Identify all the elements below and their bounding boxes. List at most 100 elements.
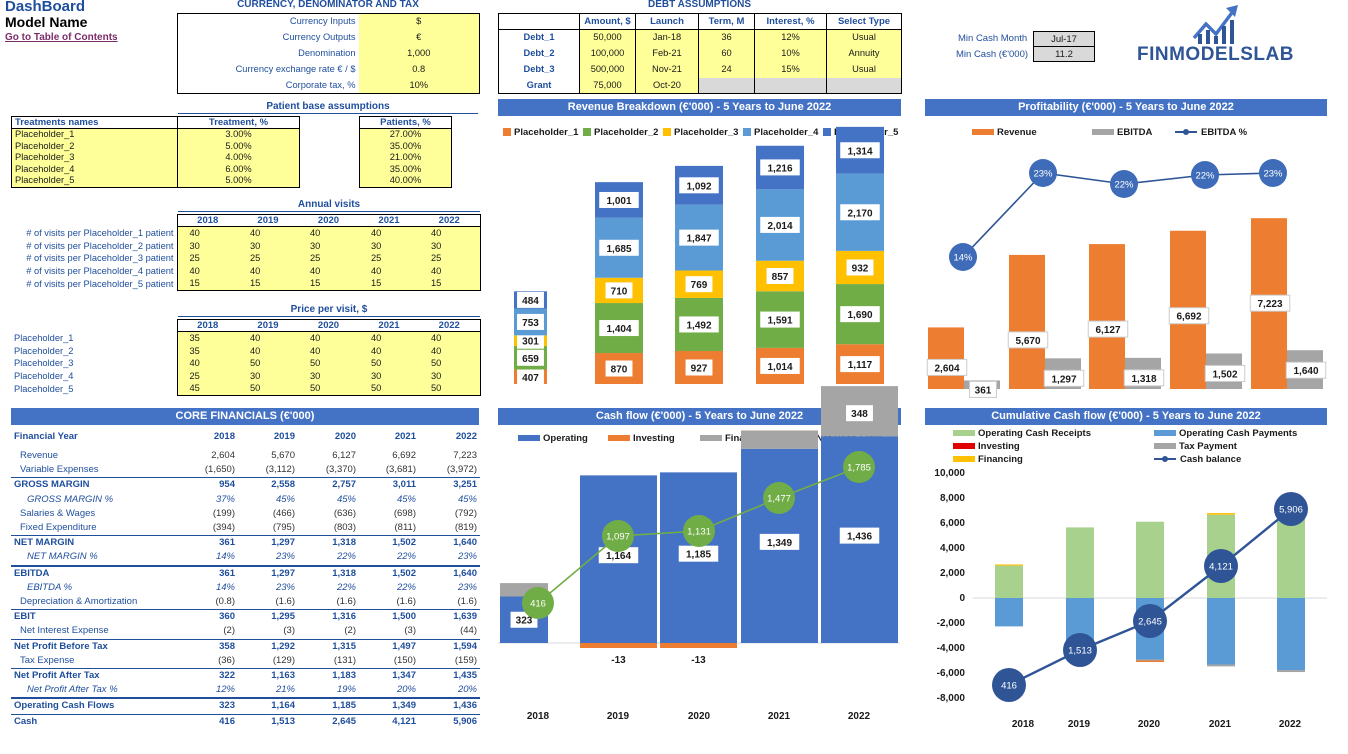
annual_visits-value[interactable]: 40 [419, 226, 481, 240]
annual_visits-value[interactable]: 40 [359, 264, 419, 278]
debt-cell[interactable]: 12% [754, 29, 827, 46]
debt-cell[interactable]: 10% [754, 45, 827, 62]
cumcash-y-tick: 8,000 [940, 493, 965, 504]
patient-treatment[interactable]: 5.00% [177, 140, 300, 153]
annual_visits-value[interactable]: 15 [359, 277, 419, 291]
patient-name[interactable]: Placeholder_5 [11, 175, 178, 188]
price_per_visit-value[interactable]: 35 [176, 331, 238, 345]
annual_visits-value[interactable]: 25 [238, 252, 298, 265]
price_per_visit-value[interactable]: 50 [238, 382, 298, 396]
price_per_visit-value[interactable]: 40 [298, 344, 359, 358]
price_per_visit-value[interactable]: 40 [359, 344, 419, 358]
debt-cell[interactable]: 15% [754, 61, 827, 78]
price_per_visit-value[interactable]: 50 [298, 382, 359, 396]
annual_visits-value[interactable]: 30 [298, 239, 359, 253]
debt-cell[interactable]: 100,000 [579, 45, 636, 62]
price_per_visit-value[interactable]: 40 [419, 344, 481, 358]
debt-cell[interactable]: 75,000 [579, 77, 636, 94]
debt-cell[interactable]: Annuity [826, 45, 902, 62]
annual_visits-value[interactable]: 30 [238, 239, 298, 253]
annual_visits-value[interactable]: 40 [176, 226, 238, 240]
price_per_visit-value[interactable]: 50 [238, 357, 298, 370]
annual_visits-value[interactable]: 30 [176, 239, 238, 253]
patient-treatment[interactable]: 3.00% [177, 128, 300, 141]
annual_visits-value[interactable]: 30 [359, 239, 419, 253]
price_per_visit-value[interactable]: 40 [359, 331, 419, 345]
debt-cell[interactable]: 50,000 [579, 29, 636, 46]
annual_visits-value[interactable]: 25 [359, 252, 419, 265]
debt-cell[interactable]: Nov-21 [635, 61, 699, 78]
annual_visits-value[interactable]: 15 [419, 277, 481, 291]
price_per_visit-value[interactable]: 40 [238, 344, 298, 358]
price_per_visit-value[interactable]: 50 [419, 357, 481, 370]
annual_visits-value[interactable]: 15 [238, 277, 298, 291]
annual_visits-value[interactable]: 15 [298, 277, 359, 291]
price_per_visit-value[interactable]: 40 [238, 331, 298, 345]
debt-cell[interactable]: Usual [826, 29, 902, 46]
price_per_visit-value[interactable]: 40 [298, 331, 359, 345]
annual_visits-value[interactable]: 40 [419, 264, 481, 278]
price_per_visit-value[interactable]: 30 [298, 369, 359, 383]
price_per_visit-value[interactable]: 50 [419, 382, 481, 396]
annual_visits-value[interactable]: 25 [419, 252, 481, 265]
patient-name[interactable]: Placeholder_2 [11, 140, 178, 153]
toc-link[interactable]: Go to Table of Contents [5, 32, 118, 43]
patient-treatment[interactable]: 4.00% [177, 152, 300, 164]
debt-cell[interactable]: Oct-20 [635, 77, 699, 94]
debt-cell[interactable]: 60 [698, 45, 755, 62]
price_per_visit-value[interactable]: 30 [419, 369, 481, 383]
revenue-bar-label: 1,847 [679, 229, 719, 246]
currency-value[interactable]: 1,000 [358, 45, 480, 62]
patient-patients[interactable]: 21.00% [359, 152, 452, 164]
cashflow-x-tick: 2018 [527, 711, 550, 722]
annual_visits-value[interactable]: 25 [298, 252, 359, 265]
price_per_visit-value[interactable]: 25 [176, 369, 238, 383]
cashflow-x-tick: 2022 [848, 711, 871, 722]
price_per_visit-value[interactable]: 40 [419, 331, 481, 345]
debt-header: Term, M [698, 13, 755, 30]
annual_visits-value[interactable]: 30 [419, 239, 481, 253]
annual_visits-value[interactable]: 40 [238, 264, 298, 278]
patient-name[interactable]: Placeholder_4 [11, 163, 178, 176]
debt-cell[interactable]: Usual [826, 61, 902, 78]
currency-value[interactable]: $ [358, 13, 480, 30]
annual_visits-value[interactable]: 40 [238, 226, 298, 240]
annual_visits-value[interactable]: 40 [176, 264, 238, 278]
debt-cell[interactable]: Jan-18 [635, 29, 699, 46]
debt-cell[interactable]: 24 [698, 61, 755, 78]
cumcash-y-tick: -8,000 [937, 693, 966, 704]
annual_visits-value[interactable]: 40 [359, 226, 419, 240]
currency-value[interactable]: € [358, 29, 480, 46]
annual_visits-value[interactable]: 40 [298, 226, 359, 240]
price_per_visit-value[interactable]: 30 [238, 369, 298, 383]
price_per_visit-value[interactable]: 45 [176, 382, 238, 396]
price_per_visit-value[interactable]: 50 [359, 357, 419, 370]
patient-treatment[interactable]: 6.00% [177, 163, 300, 176]
svg-text:1,640: 1,640 [1293, 366, 1318, 377]
patient-treatment[interactable]: 5.00% [177, 175, 300, 188]
debt-cell[interactable]: 500,000 [579, 61, 636, 78]
debt-cell[interactable]: Feb-21 [635, 45, 699, 62]
price_per_visit-value[interactable]: 40 [176, 357, 238, 370]
annual_visits-value[interactable]: 15 [176, 277, 238, 291]
patient-patients[interactable]: 40.00% [359, 175, 452, 188]
patient-patients[interactable]: 35.00% [359, 163, 452, 176]
currency-value[interactable]: 0.8 [358, 61, 480, 78]
currency-row: Currency Outputs € [177, 29, 480, 46]
annual_visits-value[interactable]: 25 [176, 252, 238, 265]
core-value: (1.6) [457, 596, 477, 608]
patient-name[interactable]: Placeholder_1 [11, 128, 178, 141]
patient-name[interactable]: Placeholder_3 [11, 152, 178, 164]
patient-patients[interactable]: 27.00% [359, 128, 452, 141]
price_per_visit-value[interactable]: 50 [359, 382, 419, 396]
debt-cell[interactable]: 36 [698, 29, 755, 46]
currency-value[interactable]: 10% [358, 77, 480, 94]
patient-patients[interactable]: 35.00% [359, 140, 452, 153]
legend-label: Operating Cash Payments [1179, 428, 1298, 439]
annual_visits-value[interactable]: 40 [298, 264, 359, 278]
price_per_visit-value[interactable]: 35 [176, 344, 238, 358]
core-row: Net Interest Expense (2) (3) (2) (3) (44) [11, 624, 480, 639]
core-row: EBITDA 361 1,297 1,318 1,502 1,640 [11, 565, 480, 581]
price_per_visit-value[interactable]: 30 [359, 369, 419, 383]
price_per_visit-value[interactable]: 50 [298, 357, 359, 370]
